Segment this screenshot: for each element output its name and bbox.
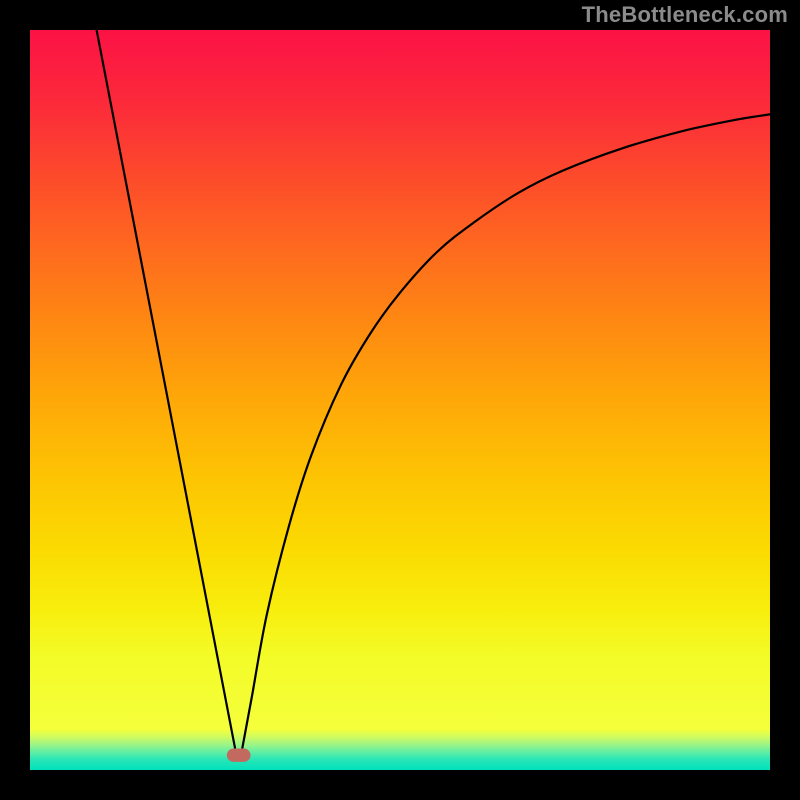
chart-svg [30, 30, 770, 770]
outer-frame: TheBottleneck.com [0, 0, 800, 800]
optimum-marker [227, 749, 251, 762]
watermark-text: TheBottleneck.com [582, 2, 788, 28]
plot-area [30, 30, 770, 770]
gradient-background [30, 30, 770, 770]
